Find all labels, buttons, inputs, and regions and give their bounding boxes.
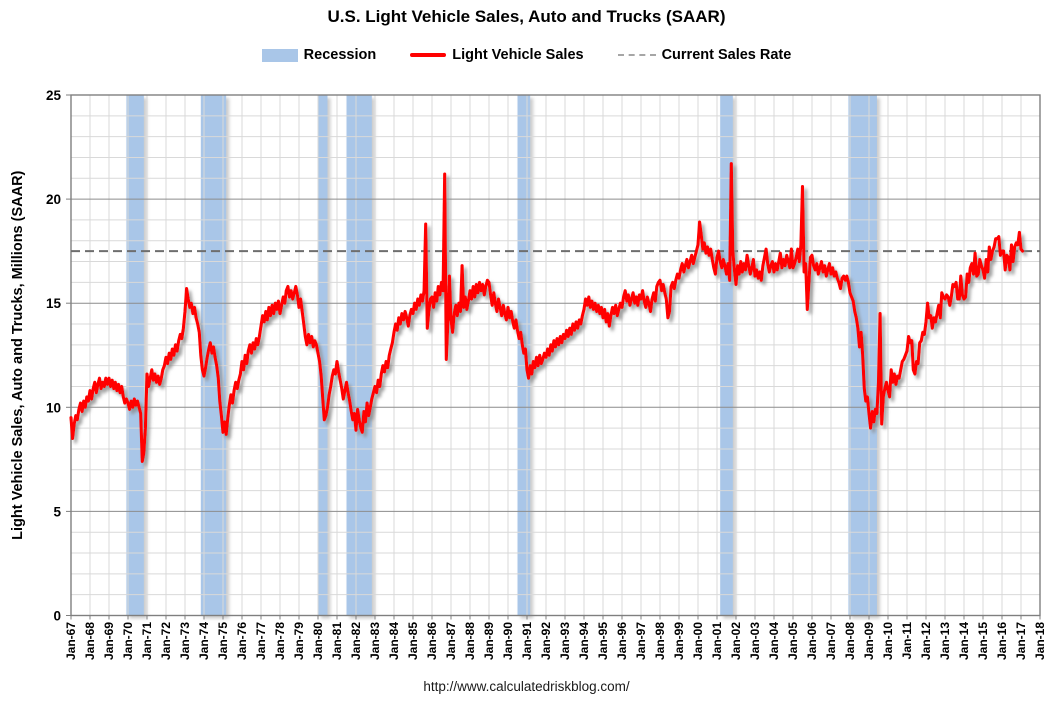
x-tick-label: Jan-12 [919, 622, 933, 660]
x-tick-label: Jan-85 [406, 622, 420, 660]
x-tick-label: Jan-80 [311, 622, 325, 660]
x-tick-label: Jan-79 [292, 622, 306, 660]
x-tick-label: Jan-05 [786, 622, 800, 660]
x-tick-label: Jan-83 [368, 622, 382, 660]
legend: Recession Light Vehicle Sales Current Sa… [0, 47, 1053, 63]
recession-swatch-icon [261, 48, 298, 62]
x-tick-label: Jan-01 [710, 622, 724, 660]
x-tick-label: Jan-78 [273, 622, 287, 660]
legend-recession-label: Recession [303, 47, 377, 63]
legend-rate-label: Current Sales Rate [661, 47, 792, 63]
source-url: http://www.calculatedriskblog.com/ [423, 679, 630, 694]
x-tick-label: Jan-94 [577, 622, 591, 660]
dashed-line-swatch-icon [617, 54, 656, 56]
x-tick-label: Jan-09 [862, 622, 876, 660]
x-tick-label: Jan-95 [596, 622, 610, 660]
x-tick-label: Jan-89 [482, 622, 496, 660]
x-tick-label: Jan-72 [159, 622, 173, 660]
y-tick-label: 15 [46, 296, 62, 311]
x-tick-label: Jan-17 [1014, 622, 1028, 660]
x-tick-label: Jan-86 [425, 622, 439, 660]
x-tick-label: Jan-88 [463, 622, 477, 660]
sales-line-swatch-icon [410, 53, 447, 57]
x-tick-label: Jan-67 [64, 622, 78, 660]
recession-band [517, 95, 531, 616]
x-tick-label: Jan-71 [140, 622, 154, 660]
x-tick-label: Jan-14 [957, 622, 971, 660]
x-tick-label: Jan-02 [729, 622, 743, 660]
x-tick-label: Jan-74 [197, 622, 211, 660]
x-tick-label: Jan-07 [824, 622, 838, 660]
x-tick-label: Jan-70 [121, 622, 135, 660]
x-tick-label: Jan-76 [235, 622, 249, 660]
x-tick-label: Jan-11 [900, 622, 914, 660]
legend-sales-label: Light Vehicle Sales [452, 47, 584, 63]
recession-band [346, 95, 372, 616]
chart-title: U.S. Light Vehicle Sales, Auto and Truck… [327, 7, 726, 26]
y-tick-label: 25 [46, 88, 62, 103]
y-tick-label: 5 [53, 504, 61, 519]
x-tick-label: Jan-96 [615, 622, 629, 660]
y-axis-title: Light Vehicle Sales, Auto and Trucks, Mi… [10, 170, 26, 539]
x-tick-label: Jan-92 [539, 622, 553, 660]
x-tick-label: Jan-99 [672, 622, 686, 660]
x-tick-label: Jan-08 [843, 622, 857, 660]
x-tick-label: Jan-97 [634, 622, 648, 660]
plot-frame [70, 94, 1041, 617]
legend-item-recession: Recession [261, 47, 377, 63]
x-tick-label: Jan-93 [558, 622, 572, 660]
x-tick-label: Jan-03 [748, 622, 762, 660]
x-tick-label: Jan-68 [83, 622, 97, 660]
x-tick-label: Jan-91 [520, 622, 534, 660]
recession-band [126, 95, 144, 616]
x-tick-label: Jan-13 [938, 622, 952, 660]
x-tick-label: Jan-10 [881, 622, 895, 660]
x-tick-label: Jan-84 [387, 622, 401, 660]
light-vehicle-sales-line [69, 162, 1025, 463]
legend-item-rate: Current Sales Rate [617, 47, 792, 63]
x-tick-label: Jan-77 [254, 622, 268, 660]
x-tick-label: Jan-87 [444, 622, 458, 660]
x-tick-label: Jan-75 [216, 622, 230, 660]
x-tick-label: Jan-15 [976, 622, 990, 660]
x-tick-label: Jan-73 [178, 622, 192, 660]
recession-band [318, 95, 328, 616]
y-tick-label: 20 [46, 192, 61, 207]
x-tick-label: Jan-18 [1033, 622, 1047, 660]
legend-item-sales: Light Vehicle Sales [410, 47, 584, 63]
x-tick-label: Jan-00 [691, 622, 705, 660]
y-tick-label: 0 [53, 609, 61, 624]
x-tick-label: Jan-81 [330, 622, 344, 660]
y-tick-label: 10 [46, 400, 61, 415]
x-tick-label: Jan-69 [102, 622, 116, 660]
x-tick-label: Jan-90 [501, 622, 515, 660]
x-tick-label: Jan-06 [805, 622, 819, 660]
x-tick-label: Jan-04 [767, 622, 781, 660]
x-tick-label: Jan-82 [349, 622, 363, 660]
x-tick-label: Jan-98 [653, 622, 667, 660]
x-tick-label: Jan-16 [995, 622, 1009, 660]
